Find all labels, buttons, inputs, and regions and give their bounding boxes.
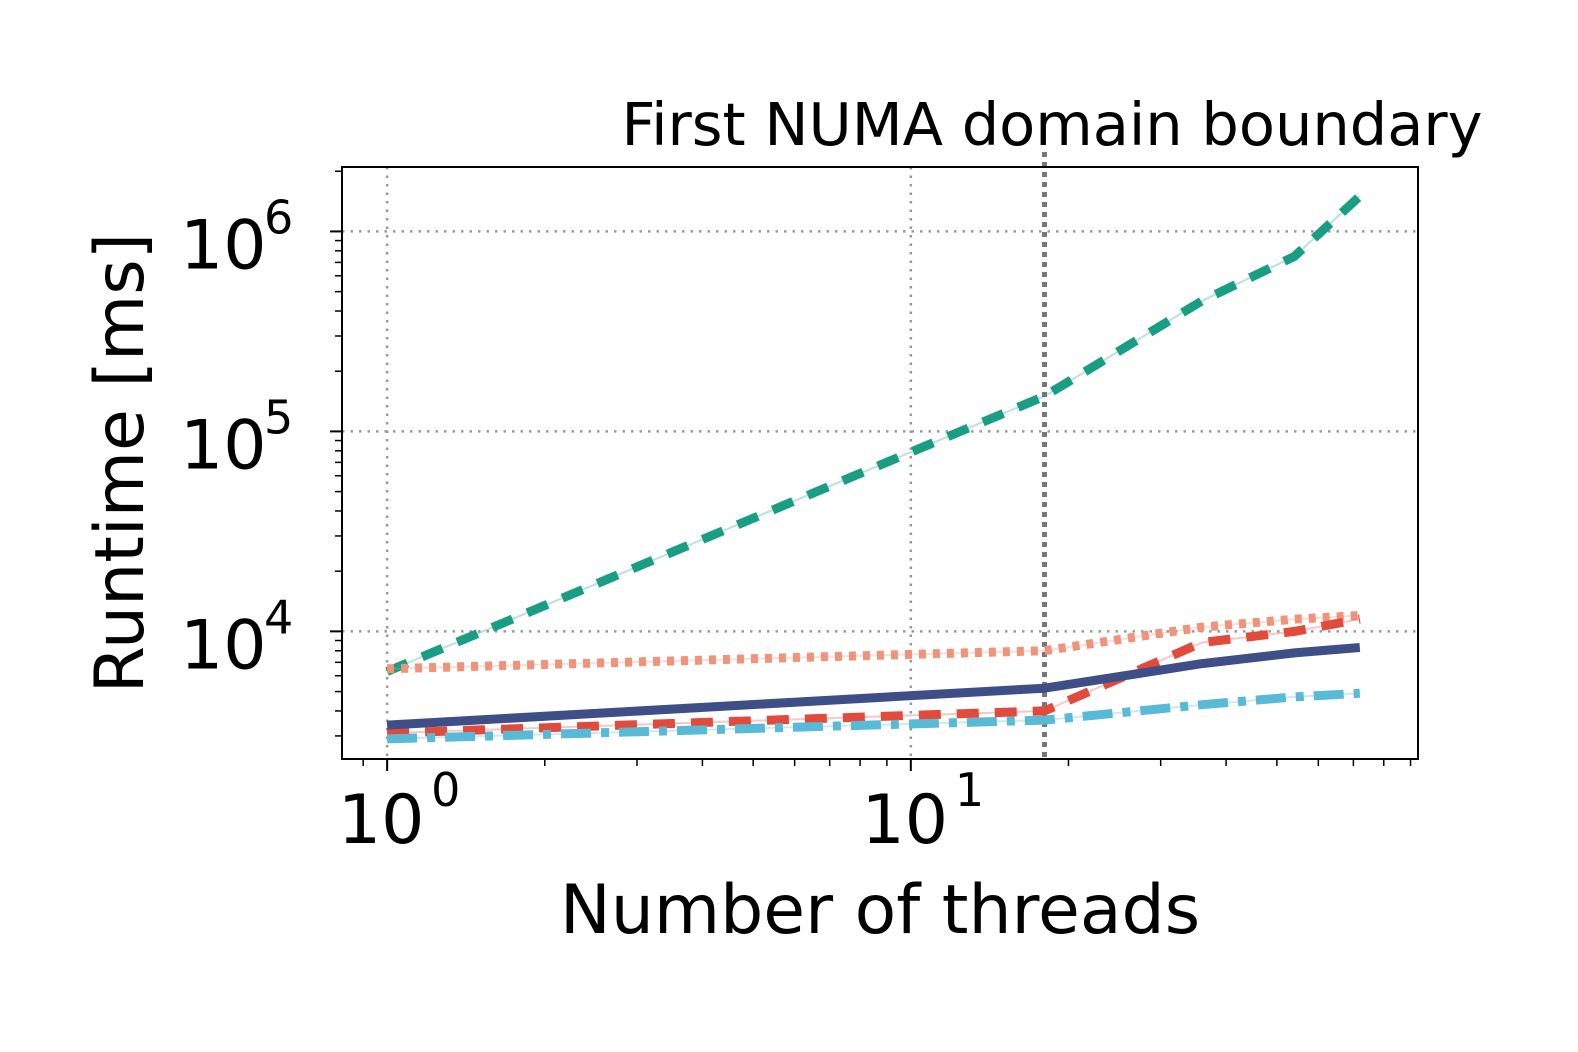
x-tick-exponent: 1 bbox=[955, 763, 984, 817]
y-tick-exponent: 6 bbox=[264, 190, 293, 244]
minor-ticks bbox=[335, 170, 1412, 766]
y-tick-label: 10 bbox=[180, 206, 267, 285]
grid-lines bbox=[342, 167, 1418, 759]
series-1-line bbox=[385, 192, 1363, 676]
y-tick-exponent: 4 bbox=[264, 590, 293, 644]
x-tick-label: 10 bbox=[862, 781, 949, 860]
y-axis-label: Runtime [ms] bbox=[81, 233, 160, 693]
x-tick-label: 10 bbox=[338, 781, 425, 860]
series-5-line bbox=[386, 688, 1361, 744]
series-lines bbox=[385, 192, 1363, 744]
numa-boundary-label: First NUMA domain boundary bbox=[621, 90, 1482, 159]
x-tick-exponent: 0 bbox=[431, 763, 460, 817]
series-3-line bbox=[386, 614, 1361, 738]
y-tick-exponent: 5 bbox=[264, 390, 293, 444]
series-2-line bbox=[386, 611, 1361, 674]
plot-frame bbox=[341, 166, 1419, 760]
x-axis-label: Number of threads bbox=[560, 871, 1200, 950]
series-4-line bbox=[386, 643, 1361, 730]
series-1-band bbox=[386, 195, 1361, 673]
y-tick-label: 10 bbox=[180, 406, 267, 485]
y-tick-label: 10 bbox=[180, 606, 267, 685]
